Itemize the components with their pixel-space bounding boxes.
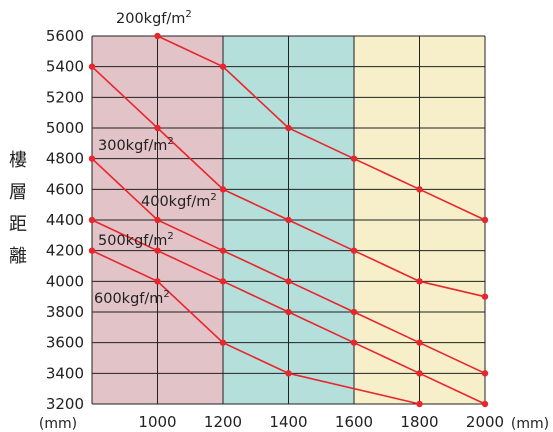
- y-tick-4600: 4600: [46, 180, 84, 198]
- series-3-point-0: [88, 216, 96, 224]
- series-1-point-6: [481, 293, 489, 300]
- series-labels: 200kgf/m2 300kgf/m2 400kgf/m2 500kgf/m2 600k…: [94, 9, 217, 307]
- x-unit-label: (mm): [511, 416, 549, 432]
- y-tick-5600: 5600: [46, 27, 84, 45]
- x-tick-1800: 1800: [400, 413, 438, 431]
- series-2-point-1: [154, 216, 161, 224]
- series-1-point-3: [285, 216, 292, 224]
- y-tick-3200: 3200: [46, 395, 84, 413]
- series-3-point-5: [416, 370, 423, 377]
- series-4-point-0: [88, 247, 96, 254]
- series-label-0: 200kgf/m2: [116, 9, 192, 27]
- series-0-point-4: [416, 186, 423, 193]
- series-4-point-2: [219, 339, 227, 346]
- series-line-0: [157, 35, 486, 221]
- series-0-point-2: [285, 124, 292, 132]
- y-tick-3400: 3400: [46, 364, 84, 382]
- series-3-point-3: [285, 308, 292, 316]
- series-1-point-0: [88, 63, 96, 70]
- y-tick-5000: 5000: [46, 119, 84, 137]
- x-tick-1600: 1600: [335, 413, 373, 431]
- series-4-point-3: [285, 370, 292, 377]
- x-tick-1400: 1400: [269, 413, 307, 431]
- x-tick-labels: 1000 1200 1400 1600 1800 2000: [138, 413, 504, 431]
- series-0-point-3: [350, 155, 358, 162]
- y-tick-5400: 5400: [46, 58, 84, 76]
- y-tick-4200: 4200: [46, 242, 84, 260]
- y-label-char-3: 離: [9, 246, 27, 267]
- x-tick-1200: 1200: [204, 413, 242, 431]
- series-label-4: 600kgf/m2: [94, 289, 170, 307]
- x-tick-2000: 2000: [466, 413, 504, 431]
- series-4-point-1: [154, 278, 161, 285]
- series-1-point-1: [154, 124, 161, 132]
- series-0-point-0: [154, 32, 161, 40]
- series-3-point-2: [219, 278, 227, 285]
- y-tick-4400: 4400: [46, 211, 84, 229]
- series-3-point-4: [350, 339, 358, 346]
- series-1-point-2: [219, 186, 227, 193]
- series-2-point-3: [285, 278, 292, 285]
- series-points: [88, 32, 489, 408]
- y-label-char-1: 層: [9, 182, 27, 203]
- series-2-point-4: [350, 308, 358, 316]
- y-label-char-0: 樓: [9, 150, 27, 171]
- series-2-point-6: [481, 370, 489, 377]
- x-tick-1000: 1000: [138, 413, 176, 431]
- series-3-point-1: [154, 247, 161, 254]
- y-label-char-2: 距: [9, 214, 27, 235]
- series-2-point-5: [416, 339, 423, 346]
- series-1-point-4: [350, 247, 358, 254]
- series-4-point-4: [416, 400, 423, 408]
- series-3-point-6: [481, 400, 489, 408]
- series-2-point-0: [88, 155, 96, 162]
- series-label-3: 500kgf/m2: [98, 231, 174, 249]
- series-0-point-1: [219, 63, 227, 70]
- y-tick-5200: 5200: [46, 88, 84, 106]
- y-unit-label: (mm): [39, 416, 77, 432]
- series-1-point-5: [416, 278, 423, 285]
- y-tick-labels: 3200 3400 3600 3800 4000 4200 4400 4600 4800 5000…: [46, 27, 84, 413]
- series-label-1: 300kgf/m2: [98, 136, 174, 154]
- y-tick-4000: 4000: [46, 272, 84, 290]
- y-tick-3800: 3800: [46, 303, 84, 321]
- series-label-2: 400kgf/m2: [141, 192, 217, 210]
- y-tick-4800: 4800: [46, 150, 84, 168]
- series-2-point-2: [219, 247, 227, 254]
- series-0-point-5: [481, 216, 489, 224]
- y-tick-3600: 3600: [46, 334, 84, 352]
